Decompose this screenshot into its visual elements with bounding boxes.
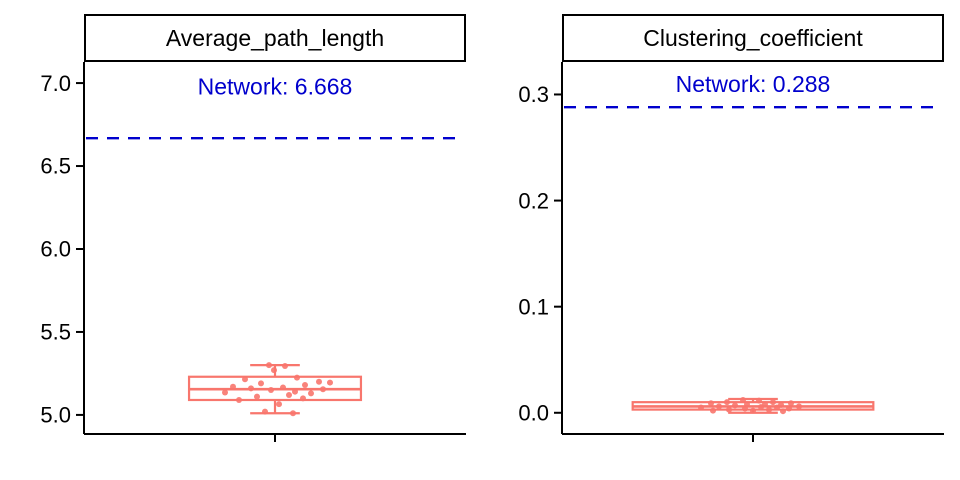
jitter-point (740, 397, 746, 404)
jitter-point (796, 403, 802, 410)
jitter-point (292, 388, 298, 395)
y-tick-label: 0.2 (518, 188, 549, 213)
jitter-point (742, 405, 748, 412)
jitter-point (294, 374, 300, 381)
jitter-point (766, 406, 772, 413)
jitter-point (290, 410, 296, 417)
facet-panel-clustering-coefficient: Clustering_coefficient 0.0 0.1 0.2 0.3 Netwo… (492, 14, 944, 462)
jitter-point (258, 380, 264, 387)
facet-strip-clustering-coefficient: Clustering_coefficient (562, 14, 944, 62)
jitter-point (316, 378, 322, 385)
jitter-point (280, 384, 286, 391)
jitter-point (708, 400, 714, 407)
jitter-point (770, 399, 776, 406)
jitter-point (262, 408, 268, 415)
jitter-point (248, 385, 254, 392)
facet-title-clustering-coefficient: Clustering_coefficient (643, 24, 863, 51)
plot-area-clustering-coefficient: 0.0 0.1 0.2 0.3 Network: 0.288 (518, 62, 944, 442)
jitter-point (300, 395, 306, 402)
jitter-point (302, 382, 308, 389)
jitter-point (732, 402, 738, 409)
jitter-point (222, 389, 228, 396)
facet-strip-average-path-length: Average_path_length (84, 14, 466, 62)
jitter-point (788, 400, 794, 407)
network-annotation: Network: 0.288 (676, 71, 831, 97)
jitter-point (698, 404, 704, 411)
y-tick-label: 6.5 (40, 154, 71, 179)
jitter-point (271, 367, 277, 374)
jitter-point (268, 387, 274, 394)
y-tick-label: 7.0 (40, 71, 71, 96)
y-tick-label: 0.1 (518, 294, 549, 319)
jitter-point (282, 362, 288, 369)
jitter-point (230, 383, 236, 390)
plot-area-average-path-length: 5.0 5.5 6.0 6.5 7.0 Network: 6.668 (40, 62, 466, 442)
jitter-point (286, 392, 292, 399)
jitter-point (774, 404, 780, 411)
y-tick-label: 0.0 (518, 400, 549, 425)
y-tick-label: 5.0 (40, 403, 71, 428)
facet-title-average-path-length: Average_path_length (165, 24, 385, 51)
jitter-point (716, 403, 722, 410)
jitter-point (710, 407, 716, 414)
y-tick-label: 5.5 (40, 320, 71, 345)
jitter-point (236, 396, 242, 403)
facet-panel-average-path-length: Average_path_length 5.0 5.5 6.0 6.5 7.0 Netwo… (14, 14, 466, 462)
jitter-point (327, 379, 333, 386)
jitter-point (242, 376, 248, 383)
jitter-point (724, 399, 730, 406)
jitter-point (266, 362, 272, 369)
jitter-point (786, 405, 792, 412)
jitter-point (276, 401, 282, 408)
network-annotation: Network: 6.668 (198, 73, 353, 99)
jitter-point (750, 407, 756, 414)
jitter-point (726, 406, 732, 413)
y-tick-label: 0.3 (518, 82, 549, 107)
y-tick-label: 6.0 (40, 237, 71, 262)
faceted-boxplot-figure: Average_path_length 5.0 5.5 6.0 6.5 7.0 Netwo… (14, 14, 944, 462)
jitter-point (254, 393, 260, 400)
jitter-point (320, 386, 326, 393)
jitter-point (308, 390, 314, 397)
jitter-point (756, 397, 762, 404)
jitter-point (780, 408, 786, 415)
jitter-point (758, 403, 764, 410)
